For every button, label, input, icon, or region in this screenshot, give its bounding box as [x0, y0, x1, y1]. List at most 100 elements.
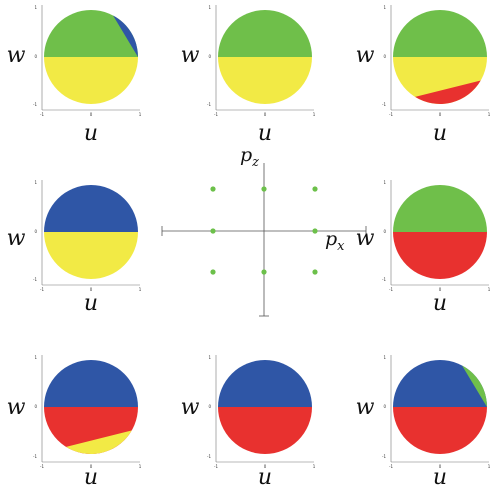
- u-tick-label: 0: [90, 112, 93, 117]
- disc-wedge: [415, 80, 481, 105]
- u-tick-label: 1: [313, 112, 316, 117]
- disc-top-half: [393, 185, 487, 232]
- w-tick-label: 0: [34, 404, 37, 409]
- w-tick-label: 1: [208, 5, 211, 10]
- disc-bottom-half: [393, 232, 487, 279]
- w-axis-label: w: [356, 43, 375, 68]
- u-tick-label: 1: [139, 112, 142, 117]
- disc-bottom-half: [218, 57, 312, 104]
- u-tick-label: 1: [313, 464, 316, 469]
- w-tick-label: 0: [208, 54, 211, 59]
- lattice-point: [261, 186, 267, 192]
- disc-wedge: [66, 430, 132, 454]
- w-tick-label: -1: [33, 277, 37, 282]
- phase-panel: 1 0 -1-1 0 1 u w: [7, 180, 142, 316]
- w-axis-label: w: [181, 395, 200, 420]
- disc-bottom-half: [44, 232, 138, 279]
- w-tick-label: 0: [383, 404, 386, 409]
- u-tick-label: 0: [439, 287, 442, 292]
- u-tick-label: -1: [40, 287, 44, 292]
- u-axis-label: u: [84, 465, 98, 487]
- w-tick-label: -1: [382, 102, 386, 107]
- u-tick-label: -1: [389, 464, 393, 469]
- u-tick-label: 1: [488, 464, 491, 469]
- w-axis-label: w: [356, 226, 375, 251]
- disc-bottom-half: [218, 407, 312, 454]
- w-tick-label: 0: [383, 54, 386, 59]
- phase-panel: 1 0 -1-1 0 1 u w: [356, 180, 491, 316]
- px-label: px: [325, 228, 345, 254]
- lattice-point: [210, 186, 216, 192]
- w-axis-label: w: [7, 395, 26, 420]
- u-tick-label: -1: [389, 287, 393, 292]
- phase-panel: 1 0 -1-1 0 1 u w: [356, 355, 491, 487]
- u-tick-label: 1: [139, 287, 142, 292]
- w-axis-label: w: [7, 43, 26, 68]
- center-momentum-panel: pz px: [161, 144, 367, 317]
- disc-top-half: [218, 360, 312, 407]
- w-tick-label: 1: [34, 5, 37, 10]
- phase-panel: 1 0 -1-1 0 1 u w: [181, 5, 316, 146]
- lattice-point: [312, 269, 318, 275]
- w-axis-label: w: [7, 226, 26, 251]
- w-axis-label: w: [181, 43, 200, 68]
- u-axis-label: u: [258, 121, 272, 146]
- w-tick-label: 0: [383, 229, 386, 234]
- u-axis-label: u: [84, 291, 98, 316]
- w-tick-label: 0: [34, 229, 37, 234]
- u-tick-label: 0: [439, 112, 442, 117]
- w-tick-label: 1: [34, 355, 37, 360]
- u-axis-label: u: [433, 121, 447, 146]
- lattice-point: [312, 186, 318, 192]
- u-tick-label: 1: [488, 112, 491, 117]
- w-tick-label: 1: [34, 180, 37, 185]
- w-tick-label: 1: [383, 355, 386, 360]
- u-tick-label: 0: [439, 464, 442, 469]
- u-tick-label: 1: [488, 287, 491, 292]
- disc-top-half: [218, 10, 312, 57]
- pz-label: pz: [240, 144, 259, 170]
- phase-panel: 1 0 -1-1 0 1 u w: [181, 355, 316, 487]
- disc-top-half: [393, 360, 487, 407]
- disc-top-half: [393, 10, 487, 57]
- u-tick-label: -1: [389, 112, 393, 117]
- u-tick-label: 0: [90, 464, 93, 469]
- w-tick-label: 1: [208, 355, 211, 360]
- w-tick-label: -1: [207, 102, 211, 107]
- u-axis-label: u: [433, 465, 447, 487]
- u-tick-label: -1: [214, 464, 218, 469]
- disc-wedge: [113, 15, 138, 57]
- phase-panel: 1 0 -1-1 0 1 u w: [7, 355, 142, 487]
- u-tick-label: 1: [139, 464, 142, 469]
- disc-bottom-half: [44, 57, 138, 104]
- w-tick-label: -1: [207, 454, 211, 459]
- phase-panel: 1 0 -1-1 0 1 u w: [7, 5, 142, 146]
- w-tick-label: -1: [382, 454, 386, 459]
- phase-panel: 1 0 -1-1 0 1 u w: [356, 5, 491, 146]
- disc-bottom-half: [393, 407, 487, 454]
- lattice-point: [210, 269, 216, 275]
- disc-top-half: [44, 360, 138, 407]
- disc-top-half: [44, 10, 138, 57]
- u-tick-label: 0: [264, 464, 267, 469]
- u-tick-label: -1: [214, 112, 218, 117]
- w-tick-label: -1: [382, 277, 386, 282]
- u-tick-label: -1: [40, 112, 44, 117]
- w-tick-label: 1: [383, 5, 386, 10]
- w-tick-label: 0: [34, 54, 37, 59]
- w-tick-label: 0: [208, 404, 211, 409]
- u-axis-label: u: [258, 465, 272, 487]
- u-tick-label: 0: [90, 287, 93, 292]
- lattice-points: [210, 186, 318, 275]
- lattice-point: [261, 269, 267, 275]
- disc-wedge: [462, 365, 487, 407]
- lattice-point: [210, 228, 216, 234]
- w-tick-label: 1: [383, 180, 386, 185]
- u-axis-label: u: [433, 291, 447, 316]
- disc-top-half: [44, 185, 138, 232]
- u-axis-label: u: [84, 121, 98, 146]
- w-tick-label: -1: [33, 102, 37, 107]
- u-tick-label: 0: [264, 112, 267, 117]
